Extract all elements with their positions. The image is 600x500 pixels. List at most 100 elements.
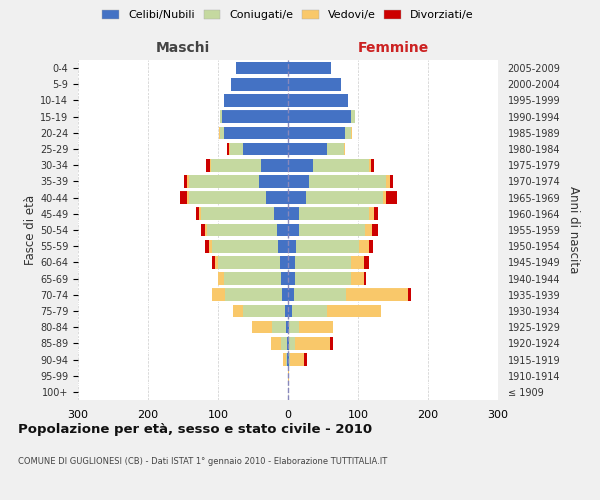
Bar xyxy=(383,192,386,204)
Bar xyxy=(299,224,365,236)
Bar xyxy=(290,353,304,366)
Bar xyxy=(344,142,346,156)
Bar xyxy=(242,304,284,318)
Bar xyxy=(346,288,408,301)
Bar xyxy=(288,175,309,188)
Bar xyxy=(288,142,326,156)
Bar xyxy=(288,304,292,318)
Bar xyxy=(365,224,372,236)
Bar xyxy=(289,337,295,349)
Bar xyxy=(351,126,352,139)
Bar xyxy=(288,208,299,220)
Bar xyxy=(187,175,188,188)
Bar xyxy=(286,321,288,334)
Bar xyxy=(196,208,199,220)
Bar xyxy=(233,304,242,318)
Bar xyxy=(288,256,295,268)
Bar xyxy=(284,304,288,318)
Bar xyxy=(289,321,299,334)
Bar xyxy=(288,240,296,252)
Bar xyxy=(359,240,369,252)
Bar xyxy=(224,272,281,285)
Bar xyxy=(368,159,371,172)
Bar xyxy=(200,208,274,220)
Bar xyxy=(184,175,187,188)
Bar xyxy=(259,175,288,188)
Bar xyxy=(271,337,281,349)
Bar xyxy=(313,159,368,172)
Y-axis label: Anni di nascita: Anni di nascita xyxy=(567,186,580,274)
Bar xyxy=(346,126,351,139)
Bar xyxy=(209,240,212,252)
Bar xyxy=(288,110,351,123)
Bar xyxy=(288,321,289,334)
Bar xyxy=(206,159,209,172)
Bar xyxy=(372,224,377,236)
Bar xyxy=(304,353,307,366)
Bar xyxy=(227,142,229,156)
Bar xyxy=(242,142,288,156)
Bar xyxy=(218,256,280,268)
Bar xyxy=(288,337,289,349)
Bar xyxy=(287,353,288,366)
Bar xyxy=(212,240,278,252)
Bar xyxy=(187,192,188,204)
Text: COMUNE DI GUGLIONESI (CB) - Dati ISTAT 1° gennaio 2010 - Elaborazione TUTTITALIA: COMUNE DI GUGLIONESI (CB) - Dati ISTAT 1… xyxy=(18,458,387,466)
Bar xyxy=(293,288,346,301)
Bar xyxy=(288,353,289,366)
Bar xyxy=(288,78,341,90)
Bar xyxy=(211,159,262,172)
Bar xyxy=(330,337,333,349)
Bar xyxy=(199,208,200,220)
Bar xyxy=(215,256,218,268)
Bar xyxy=(288,370,289,382)
Bar xyxy=(295,256,351,268)
Bar xyxy=(351,110,355,123)
Bar xyxy=(212,288,225,301)
Bar xyxy=(299,208,368,220)
Bar xyxy=(296,240,359,252)
Bar xyxy=(252,321,272,334)
Bar xyxy=(225,288,283,301)
Bar xyxy=(351,272,364,285)
Bar xyxy=(277,224,288,236)
Bar xyxy=(230,142,242,156)
Bar xyxy=(235,62,288,74)
Bar xyxy=(230,78,288,90)
Bar xyxy=(205,224,207,236)
Bar xyxy=(295,337,330,349)
Bar xyxy=(292,304,326,318)
Bar xyxy=(288,62,331,74)
Bar xyxy=(288,94,347,107)
Bar xyxy=(201,224,205,236)
Text: Popolazione per età, sesso e stato civile - 2010: Popolazione per età, sesso e stato civil… xyxy=(18,422,372,436)
Bar xyxy=(288,288,293,301)
Bar xyxy=(288,192,305,204)
Bar xyxy=(289,353,290,366)
Bar xyxy=(180,192,187,204)
Bar xyxy=(371,159,374,172)
Legend: Celibi/Nubili, Coniugati/e, Vedovi/e, Divorziati/e: Celibi/Nubili, Coniugati/e, Vedovi/e, Di… xyxy=(98,6,478,25)
Bar xyxy=(305,192,383,204)
Bar xyxy=(224,126,288,139)
Bar xyxy=(389,175,393,188)
Bar xyxy=(369,240,373,252)
Bar xyxy=(220,126,224,139)
Bar xyxy=(205,240,209,252)
Bar xyxy=(280,256,288,268)
Bar xyxy=(386,192,397,204)
Bar xyxy=(283,353,286,366)
Bar xyxy=(218,126,220,139)
Bar xyxy=(218,272,224,285)
Bar xyxy=(326,142,344,156)
Bar xyxy=(262,159,288,172)
Y-axis label: Fasce di età: Fasce di età xyxy=(24,195,37,265)
Bar xyxy=(364,272,367,285)
Bar xyxy=(351,256,364,268)
Bar xyxy=(212,256,215,268)
Bar xyxy=(286,353,287,366)
Bar xyxy=(288,126,346,139)
Bar xyxy=(326,304,381,318)
Bar xyxy=(283,288,288,301)
Bar xyxy=(281,337,287,349)
